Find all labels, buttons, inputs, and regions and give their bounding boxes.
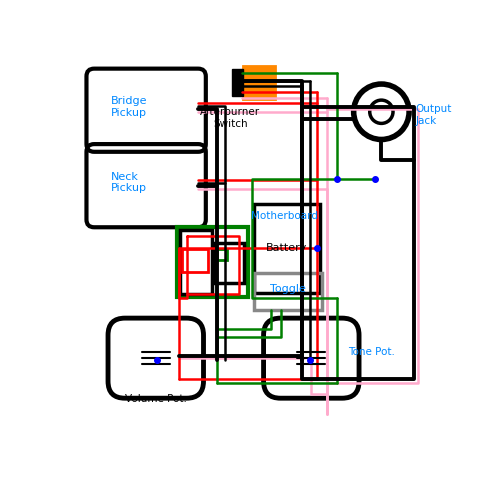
Bar [243,65,275,99]
Text: Volume Pot.: Volume Pot. [125,394,187,403]
Text: Motherboard: Motherboard [251,211,318,221]
Text: Afterburner
Switch: Afterburner Switch [200,107,260,129]
Bar [254,273,322,310]
Bar [214,243,244,283]
Text: Neck
Pickup: Neck Pickup [111,172,147,194]
Text: Bridge
Pickup: Bridge Pickup [111,97,148,118]
Bar [217,249,228,259]
Bar [179,230,212,294]
Bar [177,227,248,297]
Bar [182,249,208,272]
Text: Battery: Battery [266,243,307,253]
Text: Tone Pot.: Tone Pot. [348,347,395,357]
Text: Toggle: Toggle [270,284,306,294]
Bar [232,69,243,97]
Bar [254,204,320,293]
Text: Output
Jack: Output Jack [415,104,452,126]
